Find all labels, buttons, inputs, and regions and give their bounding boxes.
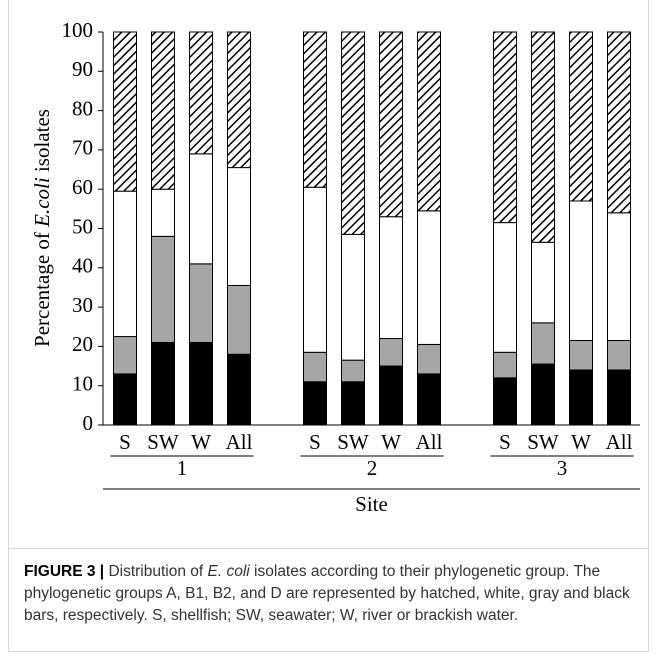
caption: FIGURE 3 | Distribution of E. coli isola… [8, 548, 649, 652]
bar-segment [227, 284, 251, 355]
x-tick-label: All [606, 430, 633, 454]
y-tick-label: 100 [62, 18, 94, 42]
bar-segment [151, 235, 175, 343]
bar-segment [493, 222, 517, 353]
x-tick-label: SW [527, 430, 559, 454]
bar-segment [303, 31, 327, 188]
x-axis-label: Site [355, 492, 388, 516]
group-label: 1 [177, 456, 188, 480]
caption-text: isolates according to their phylogenetic… [24, 563, 630, 624]
bar-segment [531, 363, 555, 426]
bar-segment [341, 381, 365, 426]
bar-segment [341, 31, 365, 235]
group-label: 3 [557, 456, 568, 480]
group-label: 2 [367, 456, 378, 480]
bar-segment [607, 31, 631, 214]
y-tick-label: 60 [72, 175, 93, 199]
bar-segment [569, 340, 593, 371]
bar-segment [227, 167, 251, 286]
bar-segment [607, 212, 631, 342]
bar-segment [189, 341, 213, 426]
bar-segment [417, 343, 441, 375]
y-tick-label: 30 [72, 293, 93, 317]
bar-segment [607, 369, 631, 426]
bar-segment [379, 31, 403, 218]
caption-text: Distribution of [104, 563, 208, 580]
bar-segment [569, 31, 593, 202]
bar-segment [303, 186, 327, 353]
bar-segment [341, 359, 365, 383]
bar-segment [493, 31, 517, 224]
bar-segment [531, 31, 555, 243]
bar-segment [151, 341, 175, 426]
bar-segment [569, 200, 593, 342]
y-axis-label: Percentage of E.coli isolates [30, 109, 54, 347]
bar-segment [379, 216, 403, 340]
bar-segment [417, 210, 441, 345]
y-tick-label: 80 [72, 96, 93, 120]
x-tick-label: S [309, 430, 321, 454]
y-tick-label: 70 [72, 136, 93, 160]
y-tick-label: 0 [83, 411, 94, 435]
x-tick-label: All [226, 430, 253, 454]
bar-segment [341, 233, 365, 361]
bar-segment [417, 373, 441, 426]
x-tick-label: W [381, 430, 401, 454]
chart: Percentage of E.coli isolates 0 10 20 30 40 5… [30, 18, 640, 516]
bar-segment [303, 351, 327, 383]
y-tick-label: 40 [72, 254, 93, 278]
x-tick-label: W [571, 430, 591, 454]
bar-segment [189, 153, 213, 265]
bar-segment [417, 31, 441, 212]
y-tick-label: 10 [72, 372, 93, 396]
y-tick-label: 90 [72, 57, 93, 81]
bar-segment [113, 31, 137, 192]
caption-label: FIGURE 3 | [24, 563, 105, 580]
bar-segment [531, 241, 555, 324]
x-tick-label: W [191, 430, 211, 454]
figure-frame [8, 0, 649, 652]
bar-segment [493, 377, 517, 426]
bar-segment [151, 188, 175, 237]
bar-segment [569, 369, 593, 426]
y-tick-label: 20 [72, 332, 93, 356]
bar-segment [493, 351, 517, 379]
y-tick-label: 50 [72, 214, 93, 238]
bar-segment [189, 263, 213, 343]
bar-segment [113, 190, 137, 338]
caption-text: E. coli [207, 563, 250, 580]
bar-segment [607, 340, 631, 371]
bar-segment [531, 322, 555, 365]
x-tick-label: All [416, 430, 443, 454]
bar-segment [379, 365, 403, 426]
bar-segment [189, 31, 213, 155]
bar-segment [151, 31, 175, 190]
bar-segment [227, 353, 251, 426]
x-tick-label: S [499, 430, 511, 454]
bar-segment [227, 31, 251, 169]
x-tick-label: SW [147, 430, 179, 454]
x-tick-label: S [119, 430, 131, 454]
bar-segment [379, 338, 403, 367]
bar-segment [303, 381, 327, 426]
bar-segment [113, 336, 137, 375]
x-tick-label: SW [337, 430, 369, 454]
bar-segment [113, 373, 137, 426]
